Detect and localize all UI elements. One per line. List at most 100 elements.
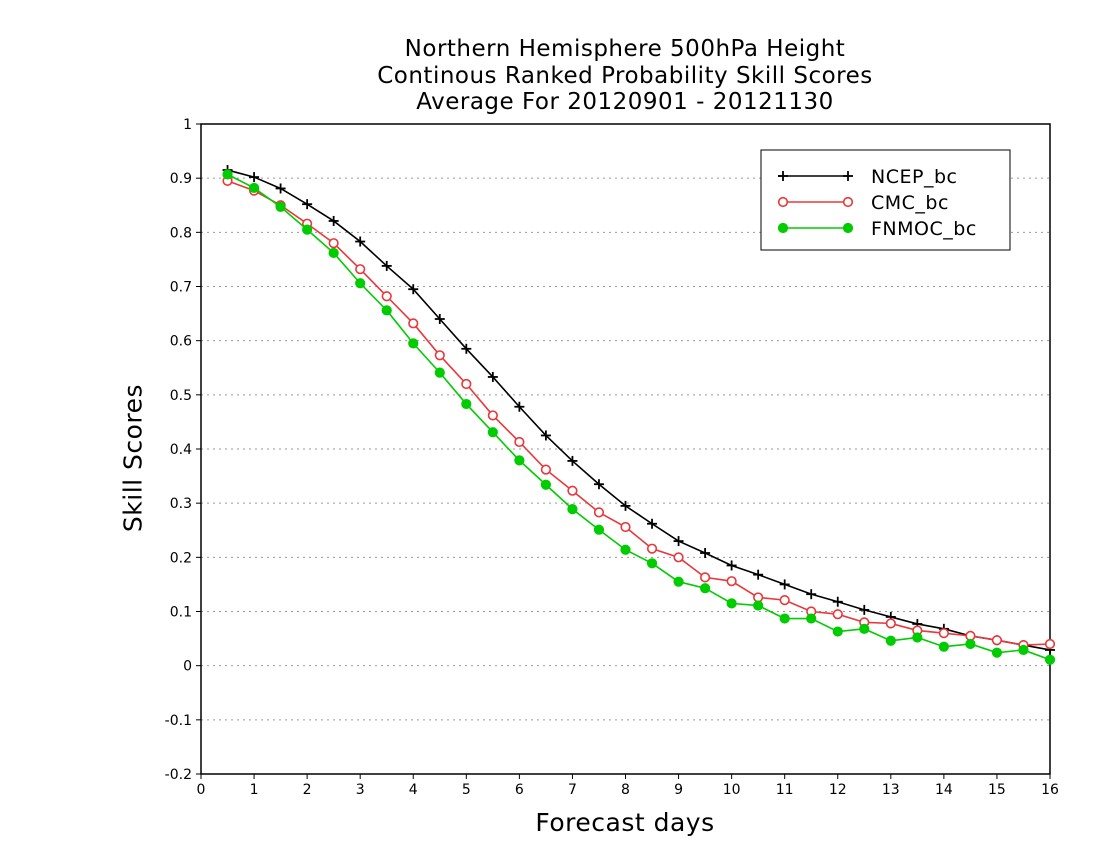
data-point-ncep-bc (779, 579, 790, 590)
data-point-fnmoc-bc (408, 338, 419, 349)
data-point-ncep-bc (408, 284, 419, 295)
series-line-cmc-bc (227, 180, 1051, 646)
legend-marker-cmc-bc (842, 196, 854, 208)
data-point-fnmoc-bc (567, 504, 578, 515)
data-point-ncep-bc (514, 401, 525, 412)
data-point-fnmoc-bc (673, 576, 684, 587)
data-point-fnmoc-bc (222, 169, 233, 180)
data-point-cmc-bc (487, 410, 498, 421)
x-tick-label: 6 (515, 782, 524, 798)
x-tick-label: 7 (568, 782, 577, 798)
data-point-cmc-bc (938, 628, 949, 639)
x-tick-label: 10 (723, 782, 741, 798)
x-tick-label: 2 (303, 782, 312, 798)
data-point-ncep-bc (753, 569, 764, 580)
data-point-ncep-bc (726, 560, 737, 571)
data-point-fnmoc-bc (302, 224, 313, 235)
x-tick-label: 4 (409, 782, 418, 798)
data-point-fnmoc-bc (965, 638, 976, 650)
data-point-ncep-bc (461, 343, 472, 354)
data-point-cmc-bc (567, 485, 578, 496)
legend-label-cmc-bc: CMC_bc (871, 192, 949, 214)
data-point-fnmoc-bc (912, 632, 923, 643)
x-tick-label: 12 (829, 782, 847, 798)
data-point-cmc-bc (540, 464, 552, 475)
x-tick-label: 11 (776, 782, 794, 798)
data-point-cmc-bc (673, 552, 684, 563)
chart-title-line-2: Continous Ranked Probability Skill Score… (377, 63, 873, 89)
legend-marker-ncep-bc (778, 171, 788, 181)
data-point-cmc-bc (620, 521, 631, 533)
data-point-ncep-bc (806, 589, 817, 600)
data-point-ncep-bc (302, 199, 313, 210)
data-point-ncep-bc (487, 371, 498, 382)
legend-box (760, 149, 1011, 251)
y-tick-label: 0.5 (170, 388, 192, 404)
data-point-cmc-bc (328, 238, 339, 249)
x-tick-label: 14 (935, 782, 953, 798)
data-point-ncep-bc (647, 518, 658, 529)
legend-marker-cmc-bc (777, 196, 789, 208)
data-point-fnmoc-bc (646, 558, 658, 569)
data-point-cmc-bc (753, 592, 764, 603)
y-tick-label: 0.4 (170, 442, 192, 458)
x-tick-label: 13 (882, 782, 900, 798)
data-point-cmc-bc (726, 576, 737, 587)
x-tick-label: 16 (1041, 782, 1059, 798)
data-point-cmc-bc (779, 595, 790, 606)
data-point-cmc-bc (885, 618, 896, 629)
x-tick-label: 3 (356, 782, 365, 798)
data-point-cmc-bc (408, 318, 419, 329)
x-tick-label: 1 (250, 782, 259, 798)
y-tick-label: 0.7 (170, 280, 192, 296)
data-point-fnmoc-bc (806, 613, 817, 624)
data-point-fnmoc-bc (753, 600, 764, 611)
data-point-fnmoc-bc (540, 479, 552, 490)
x-tick-label: 0 (197, 782, 206, 798)
data-point-fnmoc-bc (991, 647, 1003, 658)
data-point-cmc-bc (1044, 638, 1056, 650)
data-point-cmc-bc (832, 609, 843, 620)
data-point-fnmoc-bc (461, 398, 472, 410)
data-point-ncep-bc (249, 172, 260, 183)
data-point-ncep-bc (593, 479, 604, 490)
chart-title-line-1: Northern Hemisphere 500hPa Height (404, 36, 846, 62)
data-point-fnmoc-bc (1044, 654, 1056, 665)
data-point-ncep-bc (540, 430, 551, 441)
x-tick-label: 9 (674, 782, 683, 798)
data-point-ncep-bc (355, 236, 366, 247)
data-point-cmc-bc (965, 630, 976, 641)
y-tick-label: 0.1 (170, 605, 192, 621)
y-tick-label: 0.6 (170, 334, 192, 350)
y-tick-label: -0.1 (165, 713, 192, 729)
y-tick-label: 0.8 (170, 225, 192, 241)
data-point-cmc-bc (355, 264, 366, 275)
data-point-ncep-bc (700, 548, 711, 558)
y-tick-label: -0.2 (165, 767, 192, 783)
legend-marker-ncep-bc (843, 171, 853, 181)
data-point-ncep-bc (859, 604, 870, 615)
data-point-fnmoc-bc (832, 626, 843, 637)
data-point-fnmoc-bc (938, 641, 949, 652)
data-point-fnmoc-bc (593, 524, 605, 535)
data-point-fnmoc-bc (355, 278, 366, 289)
data-point-ncep-bc (434, 314, 445, 324)
data-point-ncep-bc (381, 260, 392, 271)
data-point-ncep-bc (673, 536, 684, 547)
chart-title-line-3: Average For 20120901 - 20121130 (416, 89, 834, 115)
data-point-cmc-bc (991, 635, 1003, 646)
series-line-ncep-bc (227, 169, 1051, 651)
legend-label-ncep-bc: NCEP_bc (871, 166, 957, 188)
y-tick-label: 1 (183, 117, 192, 133)
data-point-fnmoc-bc (248, 182, 260, 194)
data-point-fnmoc-bc (859, 623, 870, 634)
data-point-fnmoc-bc (514, 455, 525, 466)
data-point-ncep-bc (567, 455, 578, 466)
data-point-fnmoc-bc (699, 583, 711, 594)
x-tick-label: 15 (988, 782, 1006, 798)
data-point-ncep-bc (620, 500, 631, 511)
y-tick-label: 0.3 (170, 496, 192, 512)
data-point-fnmoc-bc (381, 305, 392, 316)
